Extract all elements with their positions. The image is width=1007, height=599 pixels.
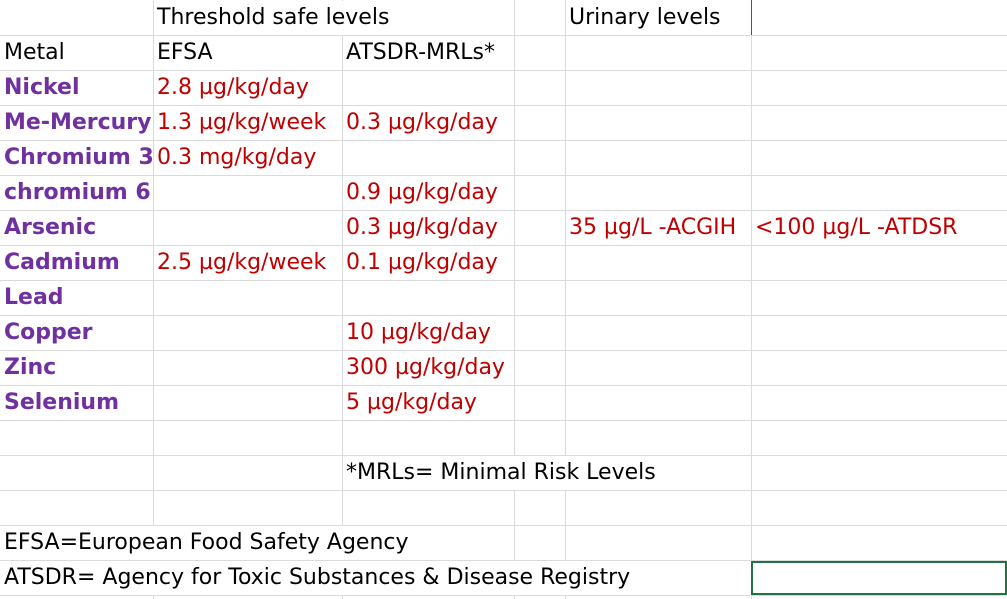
row-gridline (0, 490, 1007, 491)
selected-cell[interactable] (751, 561, 1007, 595)
metal-name-cell[interactable]: chromium 6 (4, 180, 151, 205)
metal-name-cell[interactable]: Nickel (4, 75, 80, 100)
row-gridline (0, 175, 1007, 176)
row-gridline (0, 595, 1007, 596)
cell-border-accent (751, 0, 752, 35)
row-gridline (0, 455, 1007, 456)
row-gridline (0, 420, 1007, 421)
header-urinary-levels[interactable]: Urinary levels (569, 5, 721, 30)
row-gridline (0, 245, 1007, 246)
row-gridline (0, 315, 1007, 316)
atsdr-value-cell[interactable]: 5 µg/kg/day (346, 390, 477, 415)
column-gridline (153, 0, 154, 599)
row-gridline (0, 105, 1007, 106)
metal-name-cell[interactable]: Cadmium (4, 250, 120, 275)
atsdr-value-cell[interactable]: 300 µg/kg/day (346, 355, 505, 380)
efsa-value-cell[interactable]: 2.8 µg/kg/day (157, 75, 309, 100)
overflow-cover (1, 561, 750, 595)
efsa-value-cell[interactable]: 2.5 µg/kg/week (157, 250, 327, 275)
row-gridline (0, 140, 1007, 141)
row-gridline (0, 525, 1007, 526)
metal-name-cell[interactable]: Me-Mercury (4, 110, 152, 135)
overflow-cover (343, 456, 713, 490)
efsa-value-cell[interactable]: 1.3 µg/kg/week (157, 110, 327, 135)
row-gridline (0, 210, 1007, 211)
urinary-atsdr-cell[interactable]: <100 µg/L -ATDSR (755, 215, 958, 240)
row-gridline (0, 350, 1007, 351)
metal-name-cell[interactable]: Copper (4, 320, 93, 345)
metal-name-cell[interactable]: Arsenic (4, 215, 97, 240)
atsdr-value-cell[interactable]: 0.3 µg/kg/day (346, 110, 498, 135)
column-gridline (751, 0, 752, 599)
metal-name-cell[interactable]: Zinc (4, 355, 57, 380)
metal-name-cell[interactable]: Selenium (4, 390, 120, 415)
metal-name-cell[interactable]: Lead (4, 285, 64, 310)
row-gridline (0, 280, 1007, 281)
row-gridline (0, 385, 1007, 386)
urinary-acgih-cell[interactable]: 35 µg/L -ACGIH (569, 215, 737, 240)
efsa-value-cell[interactable]: 0.3 mg/kg/day (157, 145, 317, 170)
atsdr-value-cell[interactable]: 0.1 µg/kg/day (346, 250, 498, 275)
overflow-cover (154, 1, 513, 35)
column-header-atsdr[interactable]: ATSDR-MRLs* (346, 40, 496, 65)
column-gridline (342, 0, 343, 599)
note-efsa-definition[interactable]: EFSA=European Food Safety Agency (4, 530, 409, 555)
note-mrl-definition[interactable]: *MRLs= Minimal Risk Levels (346, 460, 656, 485)
column-header-metal[interactable]: Metal (4, 40, 65, 65)
column-header-efsa[interactable]: EFSA (157, 40, 213, 65)
row-gridline (0, 35, 1007, 36)
header-threshold-safe-levels[interactable]: Threshold safe levels (157, 5, 390, 30)
atsdr-value-cell[interactable]: 0.9 µg/kg/day (346, 180, 498, 205)
metal-name-cell[interactable]: Chromium 3 (4, 145, 154, 170)
row-gridline (0, 560, 1007, 561)
note-atsdr-definition[interactable]: ATSDR= Agency for Toxic Substances & Dis… (4, 565, 631, 590)
atsdr-value-cell[interactable]: 0.3 µg/kg/day (346, 215, 498, 240)
row-gridline (0, 70, 1007, 71)
overflow-cover (566, 1, 750, 35)
atsdr-value-cell[interactable]: 10 µg/kg/day (346, 320, 491, 345)
column-gridline (565, 0, 566, 599)
column-gridline (514, 0, 515, 599)
overflow-cover (1, 526, 513, 560)
